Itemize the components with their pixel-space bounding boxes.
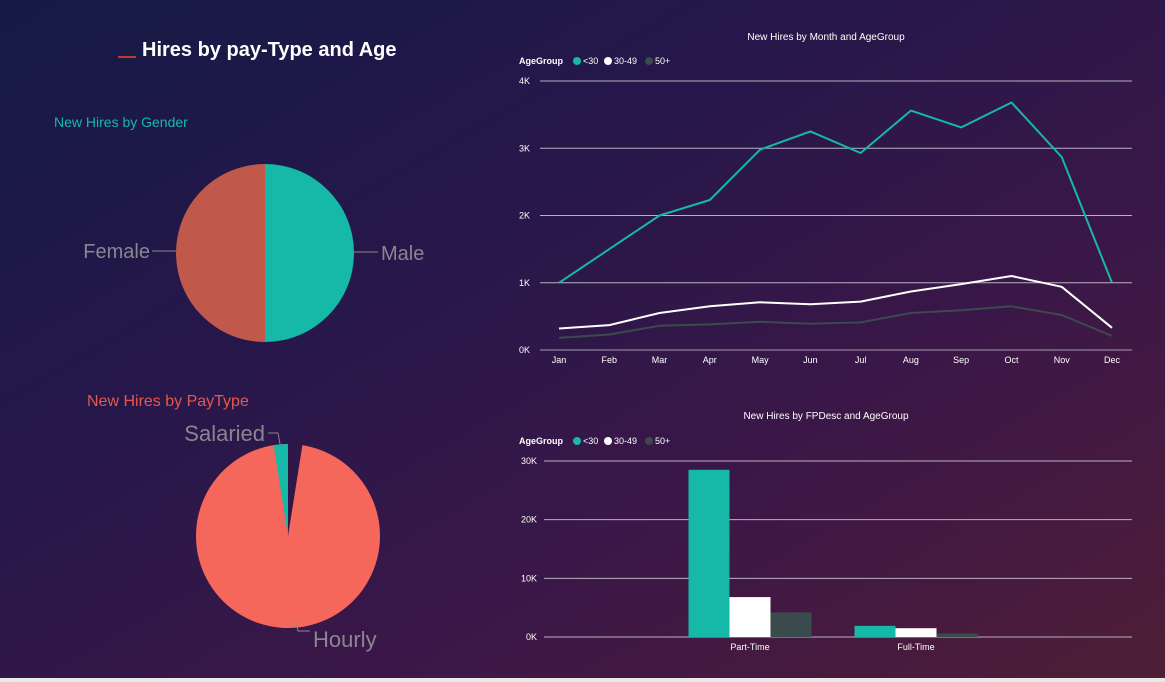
bar-legend-marker-1 <box>604 437 612 445</box>
line-legend-label-0: <30 <box>583 56 598 66</box>
line-legend-label-1: 30-49 <box>614 56 637 66</box>
line-legend-marker-1 <box>604 57 612 65</box>
bar-legend-label-2: 50+ <box>655 436 670 446</box>
line-legend-marker-2 <box>645 57 653 65</box>
line-x-tick-4: May <box>752 355 770 365</box>
line-series-0 <box>558 101 1113 284</box>
gender-label-male: Male <box>381 243 424 265</box>
gender-chart-title: New Hires by Gender <box>54 114 188 130</box>
bar-legend-label-1: 30-49 <box>614 436 637 446</box>
line-y-tick-2: 2K <box>519 211 530 221</box>
bar-y-tick-0: 0K <box>526 632 537 642</box>
line-x-tick-10: Nov <box>1054 355 1071 365</box>
bar-legend-marker-2 <box>645 437 653 445</box>
line-legend-marker-0 <box>573 57 581 65</box>
gender-slice-male <box>265 164 354 342</box>
line-x-tick-8: Sep <box>953 355 969 365</box>
bar-1-2 <box>936 633 978 637</box>
line-x-tick-6: Jul <box>855 355 867 365</box>
line-x-tick-11: Dec <box>1104 355 1121 365</box>
bar-chart-title: New Hires by FPDesc and AgeGroup <box>743 411 909 422</box>
paytype-slice-hourly <box>196 444 381 629</box>
gender-label-female: Female <box>83 241 150 263</box>
bar-1-1 <box>895 628 937 637</box>
line-chart-title: New Hires by Month and AgeGroup <box>747 32 905 43</box>
bar-y-tick-3: 30K <box>521 456 537 466</box>
bar-legend-marker-0 <box>573 437 581 445</box>
line-y-tick-4: 4K <box>519 76 530 86</box>
line-x-tick-1: Feb <box>602 355 618 365</box>
paytype-slice-salaried <box>273 444 288 536</box>
bar-legend-label-0: <30 <box>583 436 598 446</box>
line-x-tick-7: Aug <box>903 355 919 365</box>
report-title: Hires by pay-Type and Age <box>142 38 397 61</box>
report-title-group: Hires by pay-Type and Age <box>118 36 397 64</box>
bottom-scroll-strip <box>0 678 1165 682</box>
bar-x-tick-0: Part-Time <box>730 642 769 652</box>
line-y-tick-1: 1K <box>519 278 530 288</box>
line-legend-label-2: 50+ <box>655 56 670 66</box>
title-accent-mark <box>118 56 136 58</box>
bar-0-0 <box>688 469 730 637</box>
paytype-leader-salaried <box>268 432 281 445</box>
line-series-1 <box>558 275 1113 330</box>
bar-x-tick-1: Full-Time <box>897 642 934 652</box>
paytype-leader-hourly <box>295 621 310 632</box>
line-legend-title: AgeGroup <box>519 56 564 66</box>
line-x-tick-3: Apr <box>703 355 717 365</box>
line-y-tick-0: 0K <box>519 345 530 355</box>
line-series-2 <box>558 305 1113 339</box>
gender-slice-female <box>176 164 265 342</box>
line-x-tick-0: Jan <box>552 355 567 365</box>
bar-legend-title: AgeGroup <box>519 436 564 446</box>
bar-y-tick-1: 10K <box>521 573 537 583</box>
bar-0-2 <box>770 612 812 637</box>
line-x-tick-9: Oct <box>1004 355 1019 365</box>
line-x-tick-2: Mar <box>652 355 668 365</box>
bar-0-1 <box>729 597 771 637</box>
paytype-label-salaried: Salaried <box>184 421 265 446</box>
paytype-label-hourly: Hourly <box>313 627 377 652</box>
line-y-tick-3: 3K <box>519 143 530 153</box>
bar-y-tick-2: 20K <box>521 515 537 525</box>
line-x-tick-5: Jun <box>803 355 818 365</box>
paytype-chart-title: New Hires by PayType <box>87 393 249 410</box>
bar-1-0 <box>854 625 896 637</box>
